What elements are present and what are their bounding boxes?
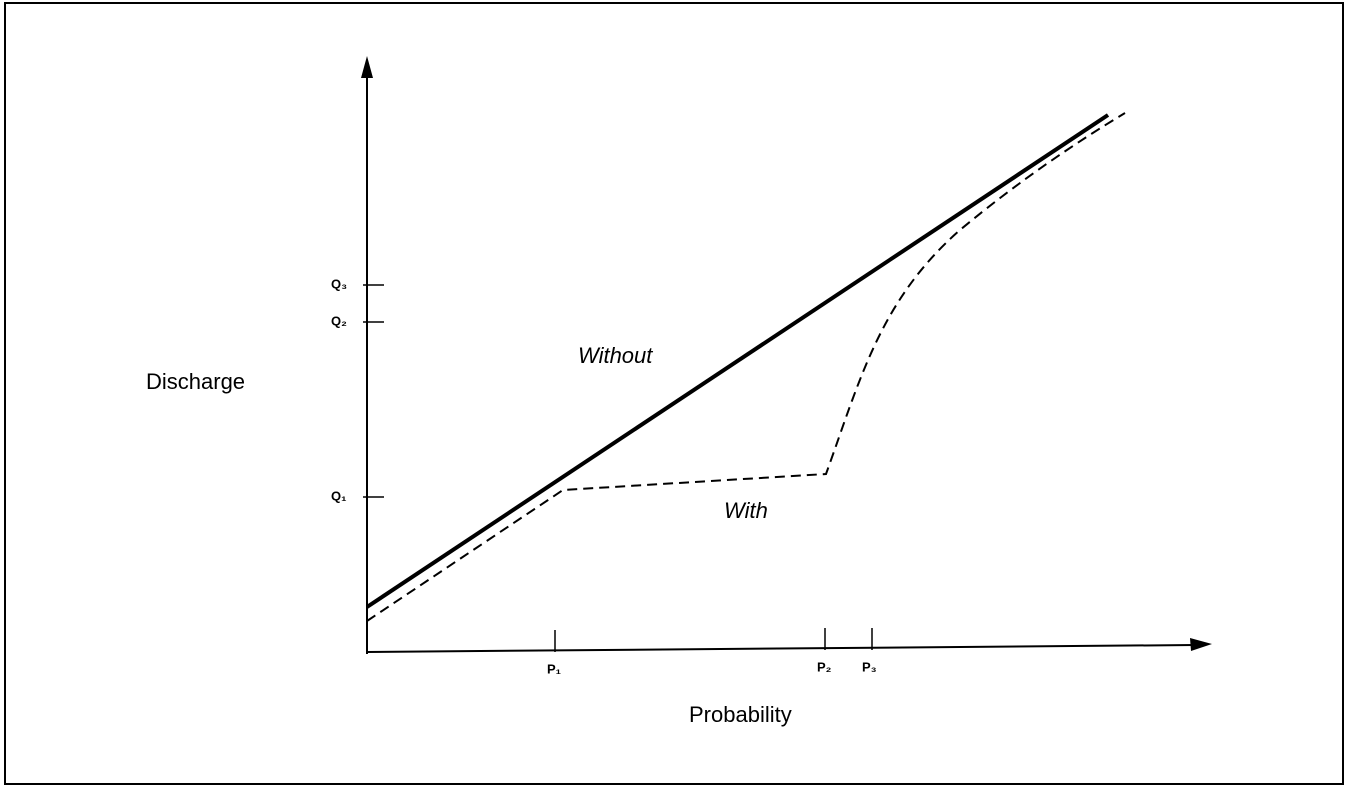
y-tick-label: Q₂ bbox=[331, 313, 347, 328]
without-curve bbox=[365, 113, 1110, 609]
x-tick-label: P₂ bbox=[817, 659, 832, 674]
x-axis-label: Probability bbox=[689, 702, 792, 727]
y-arrow bbox=[361, 56, 373, 78]
with-curve bbox=[366, 112, 1126, 622]
y-tick-label: Q₃ bbox=[331, 276, 347, 291]
y-axis-label: Discharge bbox=[146, 369, 245, 394]
y-tick-label: Q₁ bbox=[331, 488, 347, 503]
without-label: Without bbox=[578, 343, 653, 368]
frame bbox=[4, 2, 1344, 785]
x-axis bbox=[366, 644, 1196, 653]
with-label: With bbox=[724, 498, 768, 523]
x-arrow bbox=[1190, 638, 1212, 651]
x-tick-label: P₃ bbox=[862, 659, 877, 674]
x-tick-label: P₁ bbox=[547, 661, 561, 676]
